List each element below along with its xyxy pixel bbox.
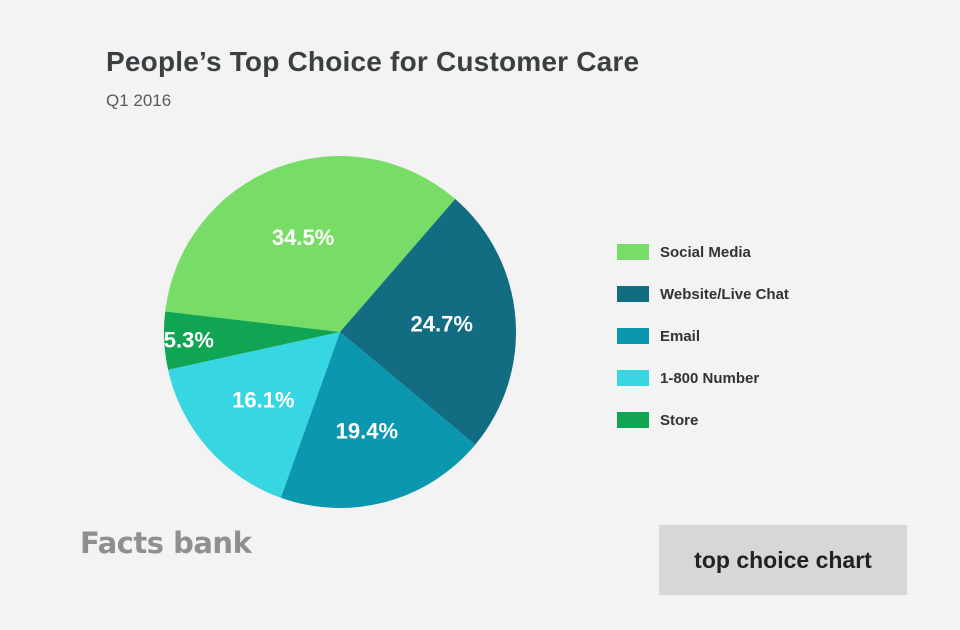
watermark-logo: Facts bank (80, 526, 252, 560)
pie-data-label: 16.1% (232, 387, 294, 412)
legend-label: Social Media (660, 243, 751, 261)
pie-slice-1-800-number (168, 332, 340, 498)
legend-label: Store (660, 411, 699, 429)
pie-slice-email (280, 332, 476, 508)
legend-swatch (617, 412, 649, 428)
pie-data-label: 19.4% (336, 418, 398, 443)
chart-tag-label: top choice chart (694, 546, 872, 573)
legend-label: 1-800 Number (660, 369, 760, 387)
chart-title: People’s Top Choice for Customer Care (106, 46, 640, 77)
legend-label: Website/Live Chat (660, 285, 789, 303)
legend-label: Email (660, 327, 701, 345)
pie-slice-social-media (165, 156, 456, 332)
legend-swatch (617, 244, 649, 260)
legend-item: Social Media (617, 231, 789, 273)
chart-tag: top choice chart (659, 525, 907, 595)
legend-item: Store (617, 399, 789, 441)
pie-data-label: 24.7% (411, 312, 473, 337)
pie-slice-store (164, 311, 340, 370)
chart-legend: Social Media Website/Live Chat Email 1-800 … (617, 231, 789, 441)
pie-data-label: 5.3% (164, 327, 214, 352)
legend-item: Email (617, 315, 789, 357)
chart-subtitle: Q1 2016 (106, 91, 172, 110)
legend-item: Website/Live Chat (617, 273, 789, 315)
legend-swatch (617, 286, 649, 302)
legend-swatch (617, 328, 649, 344)
pie-data-label: 34.5% (272, 225, 334, 250)
legend-swatch (617, 370, 649, 386)
legend-item: 1-800 Number (617, 357, 789, 399)
pie-slice-website-live-chat (340, 198, 516, 445)
